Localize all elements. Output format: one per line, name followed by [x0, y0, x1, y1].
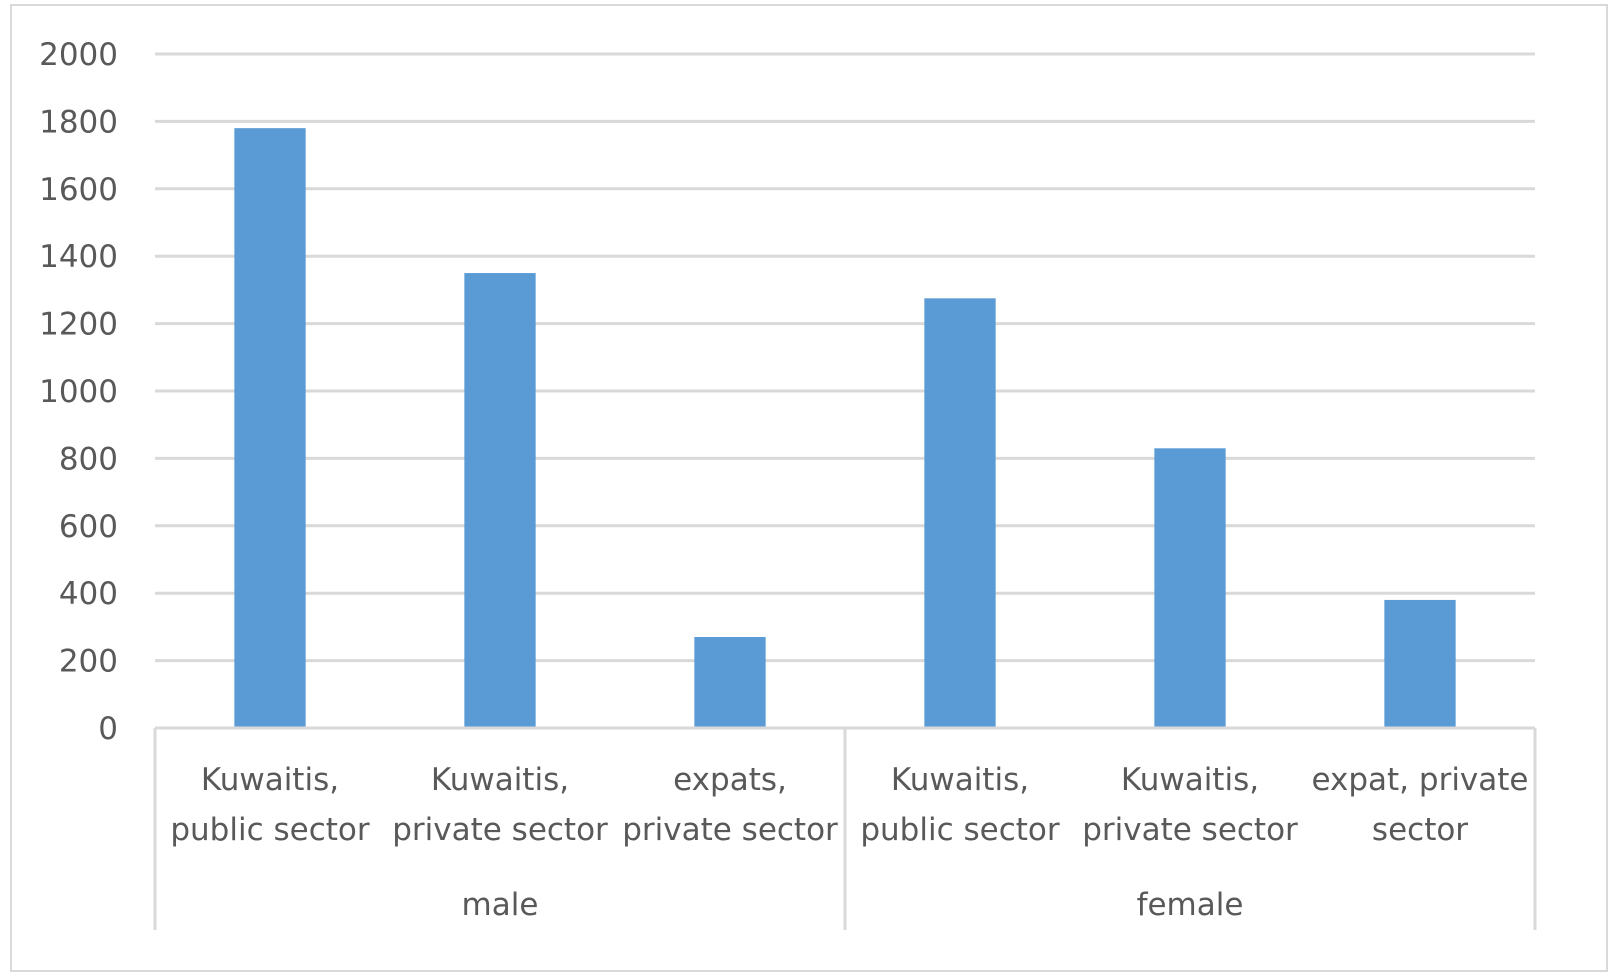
bar [1384, 599, 1456, 728]
x-category-label: private sector [1082, 812, 1298, 848]
x-group-label: male [462, 887, 539, 923]
x-group-label: female [1137, 887, 1244, 923]
y-tick-label: 1400 [39, 239, 118, 275]
y-tick-label: 1600 [39, 172, 118, 208]
x-category-label: Kuwaitis, [1121, 762, 1259, 798]
y-tick-label: 1000 [39, 374, 118, 410]
x-category-label: public sector [860, 812, 1060, 848]
x-category-label: private sector [392, 812, 608, 848]
y-tick-label: 2000 [39, 37, 118, 73]
x-category-label: public sector [170, 812, 370, 848]
x-category-label: expat, private [1311, 762, 1528, 798]
y-axis-ticks: 0 200 400 600 800 1000 1200 1400 1600 1800 2000 [39, 37, 118, 747]
bar [924, 298, 996, 728]
y-tick-label: 800 [59, 441, 118, 477]
bar [234, 128, 306, 728]
bars [234, 128, 1456, 728]
y-tick-label: 400 [59, 576, 118, 612]
x-category-label: Kuwaitis, [891, 762, 1029, 798]
y-tick-label: 600 [59, 509, 118, 545]
x-category-label: Kuwaitis, [431, 762, 569, 798]
x-category-label: sector [1372, 812, 1468, 848]
y-tick-label: 1800 [39, 104, 118, 140]
y-tick-label: 200 [59, 644, 118, 680]
bar [694, 637, 766, 728]
y-tick-label: 0 [98, 711, 118, 747]
x-axis: Kuwaitis, public sector Kuwaitis, private s… [153, 726, 1537, 930]
y-tick-label: 1200 [39, 307, 118, 343]
x-category-label: Kuwaitis, [201, 762, 339, 798]
gridlines [155, 52, 1535, 663]
x-category-label: expats, [673, 762, 787, 798]
bar [1154, 448, 1226, 728]
bar [464, 273, 536, 728]
x-category-label: private sector [622, 812, 838, 848]
